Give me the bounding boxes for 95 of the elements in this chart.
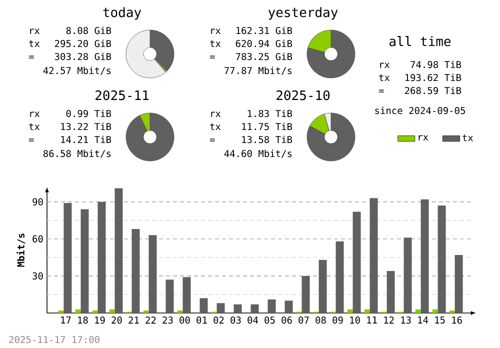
text: = bbox=[210, 56, 215, 58]
x-tick-label: 11 bbox=[367, 316, 377, 324]
bar bbox=[166, 280, 174, 313]
text: 74.98 TiB bbox=[410, 60, 462, 68]
bar bbox=[234, 304, 242, 313]
y-tick-label: 30 bbox=[32, 272, 43, 280]
text: rx bbox=[30, 28, 40, 34]
chart-title: 2025-10 bbox=[276, 90, 330, 100]
x-tick-label: 00 bbox=[180, 316, 190, 324]
y-tick-label: 60 bbox=[32, 235, 43, 242]
x-tick-label: 18 bbox=[78, 316, 88, 324]
text: rx bbox=[211, 28, 221, 34]
text: 268.59 TiB bbox=[404, 86, 462, 94]
x-tick-label: 01 bbox=[196, 316, 207, 324]
text: 193.62 TiB bbox=[405, 74, 462, 82]
text: since 2024-09-05 bbox=[375, 106, 465, 114]
text: 77.87 Mbit/s bbox=[224, 66, 292, 75]
bar bbox=[148, 235, 157, 313]
text: 2025-11-17 17:00 bbox=[9, 336, 100, 344]
bar bbox=[284, 300, 293, 313]
legend-label: rx bbox=[418, 135, 428, 140]
x-tick-label: 20 bbox=[112, 316, 122, 324]
text: 8.08 GiB bbox=[66, 26, 112, 34]
text: 11.75 TiB bbox=[242, 122, 292, 130]
x-tick-label: 05 bbox=[264, 316, 275, 324]
text: 162.31 GiB bbox=[236, 26, 292, 34]
bar bbox=[454, 254, 463, 313]
bar bbox=[250, 304, 259, 313]
text: 14.21 TiB bbox=[61, 136, 112, 143]
x-tick-label: 09 bbox=[332, 316, 343, 324]
chart-title: today bbox=[103, 7, 142, 20]
bar bbox=[370, 198, 378, 313]
text: = bbox=[210, 138, 215, 142]
text: 303.28 GiB bbox=[54, 52, 112, 60]
text: 783.25 GiB bbox=[236, 52, 292, 60]
x-tick-label: 02 bbox=[214, 316, 224, 324]
text: 0.99 TiB bbox=[66, 110, 112, 118]
x-tick-label: 04 bbox=[248, 316, 258, 324]
text: tx bbox=[210, 123, 221, 130]
bar bbox=[438, 206, 446, 313]
text: all time bbox=[390, 36, 451, 46]
x-tick-label: 13 bbox=[401, 316, 411, 324]
chart-title: 2025-11 bbox=[96, 90, 149, 100]
text: 13.22 TiB bbox=[61, 122, 112, 130]
bar bbox=[182, 277, 191, 313]
text: 44.60 Mbit/s bbox=[224, 150, 292, 158]
x-tick-label: 06 bbox=[282, 316, 292, 324]
y-axis-title: Mbit/s bbox=[16, 234, 26, 267]
bar bbox=[268, 299, 276, 313]
bar bbox=[98, 202, 106, 313]
text: = bbox=[378, 90, 384, 92]
text: = bbox=[28, 138, 34, 142]
text: rx bbox=[211, 112, 221, 117]
bar bbox=[200, 298, 208, 313]
text: 86.58 Mbit/s bbox=[43, 150, 111, 158]
bar bbox=[114, 188, 123, 313]
x-tick-label: 03 bbox=[230, 316, 241, 324]
y-tick-label: 90 bbox=[32, 198, 43, 206]
text: 1.83 TiB bbox=[248, 110, 292, 118]
text: 620.94 GiB bbox=[236, 40, 292, 48]
text: 295.20 GiB bbox=[54, 40, 112, 48]
text: tx bbox=[379, 74, 390, 81]
x-tick-label: 16 bbox=[452, 316, 462, 324]
bar bbox=[352, 212, 361, 313]
bar bbox=[318, 260, 327, 313]
text: 42.57 Mbit/s bbox=[43, 66, 111, 75]
text: tx bbox=[29, 40, 40, 47]
x-tick-label: 15 bbox=[435, 316, 445, 324]
bar bbox=[64, 203, 72, 313]
bar bbox=[386, 271, 395, 313]
bar bbox=[302, 276, 310, 313]
x-tick-label: 07 bbox=[298, 316, 309, 324]
x-tick-label: 21 bbox=[128, 316, 139, 324]
x-tick-label: 12 bbox=[384, 316, 394, 324]
legend-label: tx bbox=[462, 134, 473, 142]
text: = bbox=[28, 56, 34, 58]
text: rx bbox=[380, 62, 390, 68]
bar bbox=[216, 303, 225, 313]
x-tick-label: 22 bbox=[146, 316, 156, 324]
bar bbox=[132, 229, 140, 313]
bar bbox=[420, 199, 429, 313]
chart-title: yesterday bbox=[268, 7, 338, 20]
bar bbox=[80, 209, 89, 313]
x-tick-label: 10 bbox=[350, 316, 360, 324]
x-tick-label: 23 bbox=[162, 316, 173, 324]
text: rx bbox=[30, 112, 40, 117]
bar bbox=[336, 241, 344, 313]
x-tick-label: 08 bbox=[316, 316, 326, 324]
x-tick-label: 17 bbox=[61, 316, 71, 324]
text: 13.58 TiB bbox=[242, 136, 292, 144]
x-tick-label: 14 bbox=[418, 316, 428, 324]
text: tx bbox=[210, 40, 221, 47]
x-tick-label: 19 bbox=[95, 316, 105, 324]
bar bbox=[404, 238, 412, 313]
text: tx bbox=[29, 123, 40, 130]
